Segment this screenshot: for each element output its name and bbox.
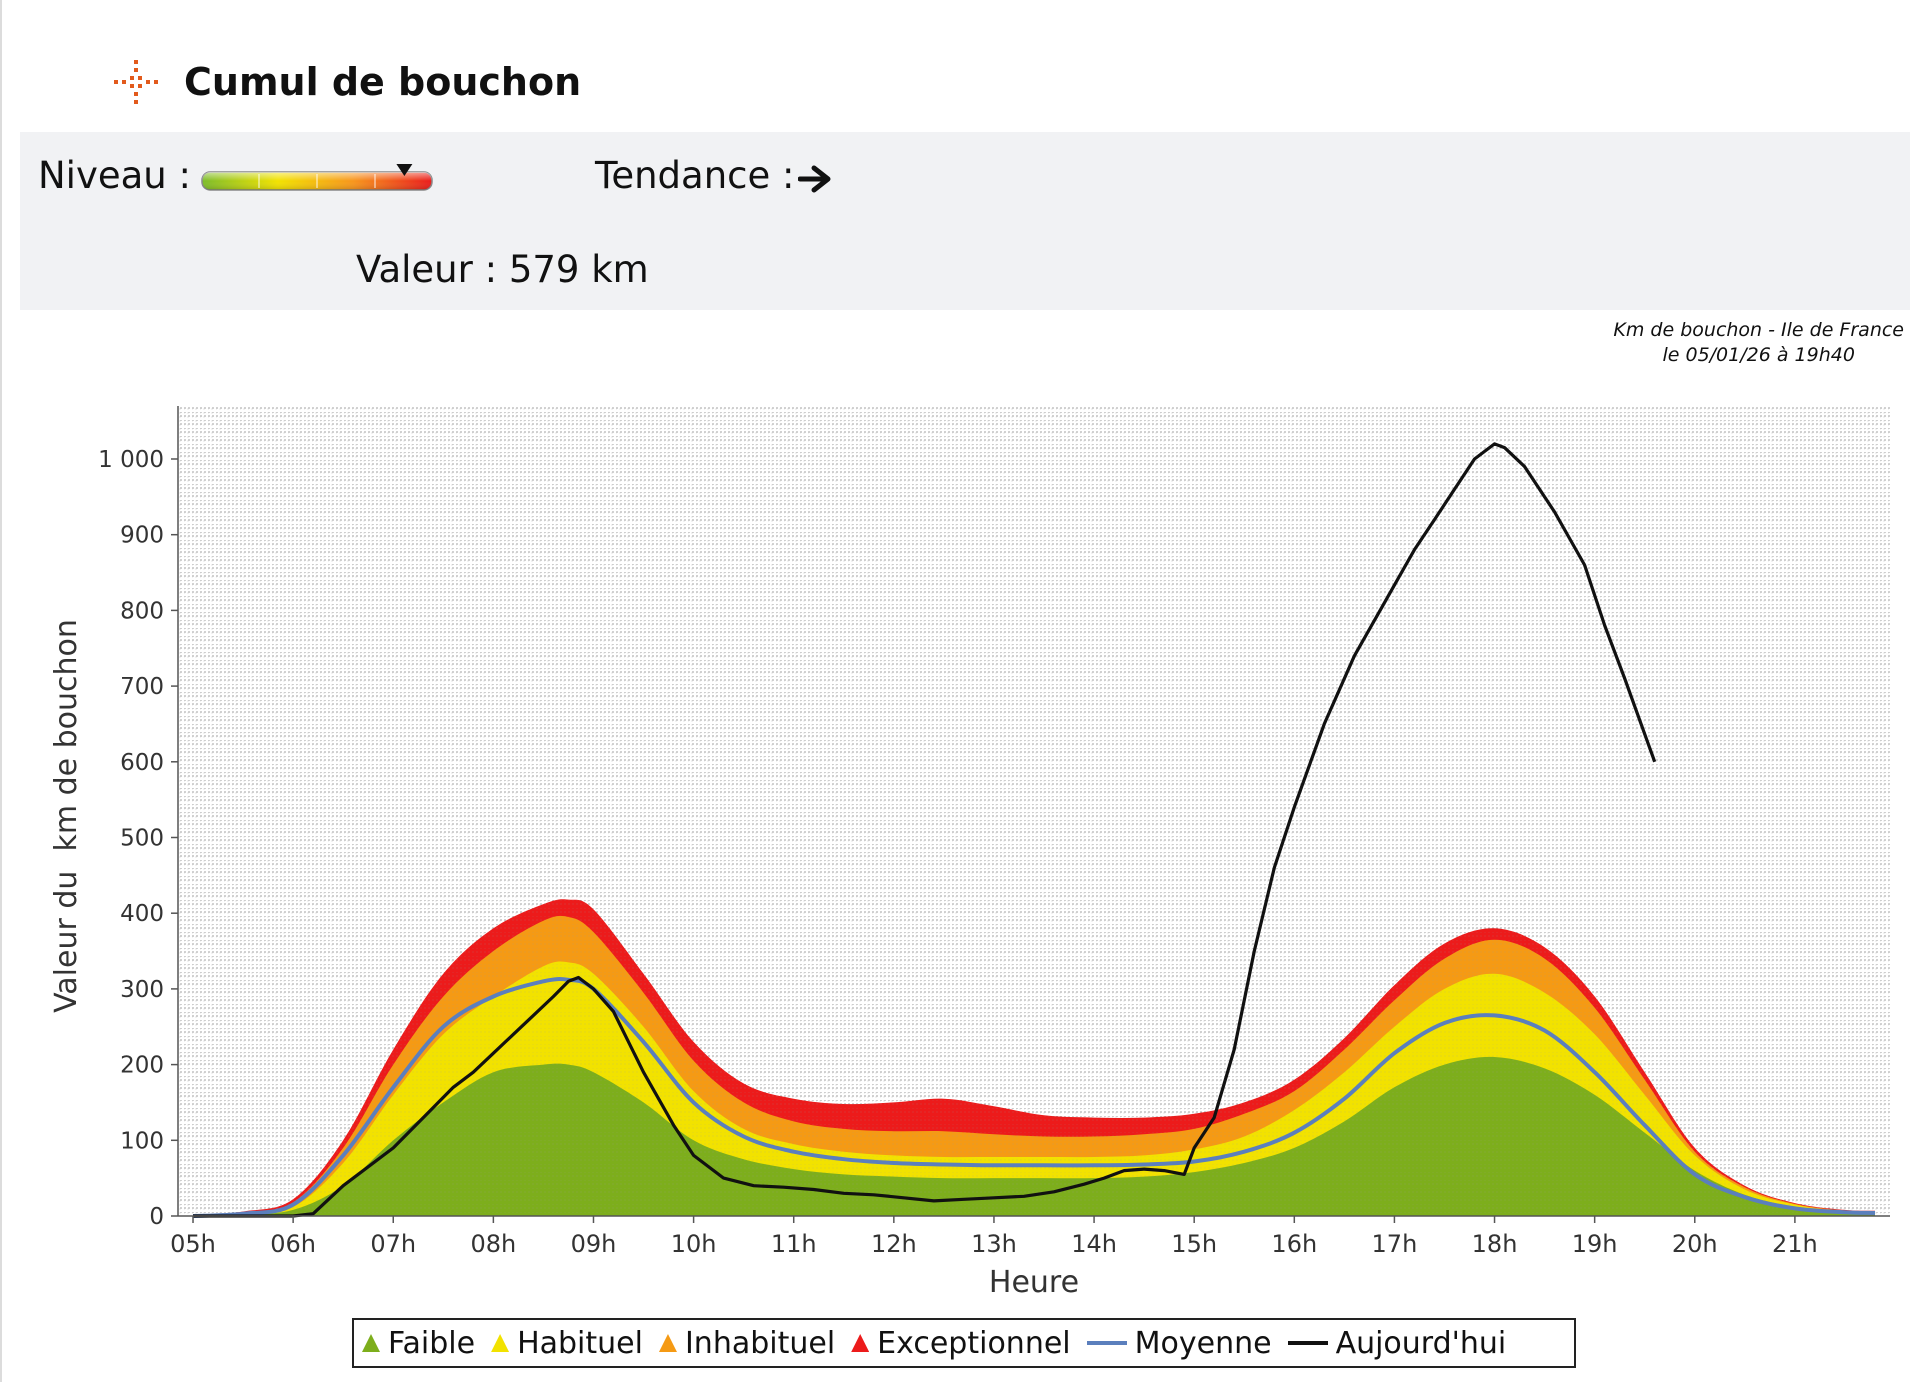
axes: 05h 06h 07h 08h 09h 10h 11h 12h 13h 14h 15h 16h 17h 1… [98, 406, 1890, 1258]
page-header: Cumul de bouchon [110, 52, 581, 112]
source-note-line-1: Km de bouchon - Ile de France [1613, 319, 1904, 341]
arrow-right-icon [798, 165, 831, 193]
valeur-readout: Valeur : 579 km [356, 248, 649, 291]
legend-item-aujourd-hui: Aujourd'hui [1287, 1325, 1507, 1361]
y-tick-label: 800 [120, 598, 164, 624]
x-tick-label: 13h [971, 1230, 1017, 1258]
x-tick-label: 21h [1772, 1230, 1818, 1258]
y-tick-label: 300 [120, 977, 164, 1003]
y-tick-label: 600 [120, 750, 164, 776]
x-tick-label: 20h [1672, 1230, 1718, 1258]
legend-label: Habituel [517, 1325, 643, 1361]
x-tick-label: 15h [1171, 1230, 1217, 1258]
valeur-value: 579 km [508, 248, 649, 291]
valeur-label: Valeur : [356, 248, 498, 291]
y-tick-label: 900 [120, 523, 164, 549]
niveau-label: Niveau : [38, 154, 191, 197]
source-note-line-2: le 05/01/26 à 19h40 [1662, 344, 1855, 366]
x-tick-label: 17h [1372, 1230, 1418, 1258]
traffic-chart: 05h 06h 07h 08h 09h 10h 11h 12h 13h 14h 15h 16h 17h 1… [49, 406, 1890, 1300]
series-aujourd-hui-line [193, 442, 1657, 1218]
legend-triangle-icon [658, 1334, 677, 1352]
y-axis-title: Valeur du km de bouchon [49, 619, 84, 1013]
x-tick-label: 19h [1572, 1230, 1618, 1258]
legend-item-faible: Faible [362, 1326, 475, 1361]
y-tick-label: 500 [120, 825, 164, 851]
band-texture [178, 406, 1890, 1216]
x-tick-label: 08h [470, 1230, 516, 1258]
legend-item-exceptionnel: Exceptionnel [851, 1325, 1071, 1361]
legend-item-inhabituel: Inhabituel [658, 1325, 836, 1361]
tendance-label: Tendance : [595, 154, 795, 197]
x-tick-label: 09h [571, 1230, 617, 1258]
x-tick-label: 16h [1271, 1230, 1317, 1258]
legend-label: Moyenne [1134, 1325, 1272, 1361]
level-marker-icon [396, 164, 413, 176]
x-tick-label: 05h [170, 1230, 216, 1258]
level-gauge [201, 164, 433, 191]
x-tick-label: 11h [771, 1230, 817, 1258]
page-title: Cumul de bouchon [184, 60, 582, 104]
legend-item-habituel: Habituel [491, 1326, 643, 1361]
legend-line-icon [1287, 1341, 1328, 1345]
x-axis-title: Heure [989, 1265, 1079, 1300]
x-tick-label: 18h [1472, 1230, 1518, 1258]
x-tick-label: 10h [671, 1230, 717, 1258]
legend-label: Faible [388, 1325, 476, 1361]
band-texture-overlay [178, 406, 1890, 1216]
y-tick-label: 1 000 [98, 447, 164, 473]
legend-item-moyenne: Moyenne [1086, 1325, 1272, 1361]
page-frame-border [0, 0, 2, 1382]
legend-label: Aujourd'hui [1335, 1325, 1507, 1361]
x-tick-label: 12h [871, 1230, 917, 1258]
legend-label: Inhabituel [684, 1325, 836, 1361]
series-lines [192, 442, 1876, 1218]
y-tick-label: 100 [120, 1128, 164, 1154]
series-moyenne-line [192, 977, 1876, 1218]
legend-triangle-icon [851, 1334, 870, 1352]
legend-triangle-icon [362, 1334, 380, 1352]
legend-line-icon [1086, 1341, 1127, 1345]
x-tick-label: 06h [270, 1230, 316, 1258]
y-tick-label: 0 [149, 1204, 164, 1230]
chart-legend: Faible Habituel Inhabituel Exceptionnel Moye… [352, 1318, 1576, 1368]
y-tick-label: 200 [120, 1053, 164, 1079]
traffic-cross-icon [114, 60, 158, 104]
y-tick-label: 700 [120, 674, 164, 700]
legend-label: Exceptionnel [877, 1325, 1071, 1361]
source-note: Km de bouchon - Ile de France le 05/01/2… [1613, 318, 1904, 368]
y-tick-label: 400 [120, 901, 164, 927]
x-tick-label: 07h [370, 1230, 416, 1258]
status-panel: Niveau : Tendance : Valeur : 579 km [20, 132, 1910, 310]
legend-triangle-icon [491, 1334, 510, 1352]
x-tick-label: 14h [1071, 1230, 1117, 1258]
